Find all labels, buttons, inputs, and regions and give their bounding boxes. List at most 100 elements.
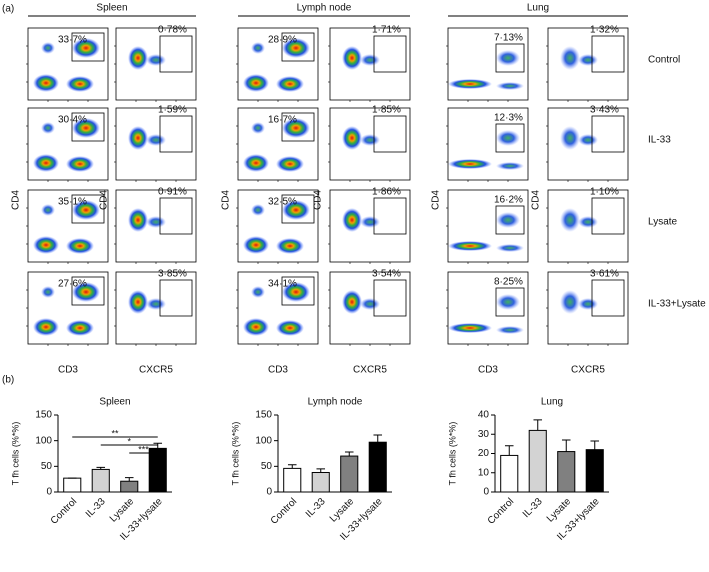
cell-cluster <box>146 298 166 310</box>
error-bar <box>287 464 297 469</box>
y-axis-label: CD4 <box>431 190 442 210</box>
cell-cluster <box>66 320 94 336</box>
bar <box>340 455 359 493</box>
gate <box>281 276 315 306</box>
cell-cluster <box>41 286 55 298</box>
error-bar <box>373 434 383 443</box>
chart-title: Spleen <box>99 397 130 408</box>
gate <box>159 115 193 153</box>
gate-percent: 1·10% <box>590 187 619 198</box>
panel-label: (b) <box>2 375 14 386</box>
gate <box>281 112 315 142</box>
bar <box>283 467 302 493</box>
cell-cluster <box>72 118 100 138</box>
cell-cluster <box>282 38 310 58</box>
gate <box>495 287 525 317</box>
gate-percent: 3·85% <box>158 269 187 280</box>
gate-percent: 33·7% <box>58 35 87 46</box>
gate-percent: 1·71% <box>372 25 401 36</box>
cell-cluster <box>342 208 362 232</box>
cell-cluster <box>33 154 59 172</box>
x-tick-label: IL-33 <box>304 496 328 520</box>
cell-cluster <box>342 126 362 150</box>
cell-cluster <box>33 236 59 254</box>
cell-cluster <box>496 294 520 310</box>
y-tick-label: 10 <box>478 467 490 478</box>
gate <box>71 32 105 62</box>
cell-cluster <box>448 241 492 251</box>
condition-label: IL-33+Lysate <box>648 299 706 310</box>
cell-cluster <box>128 46 148 70</box>
gate <box>373 197 407 235</box>
gate <box>71 194 105 224</box>
y-tick-label: 100 <box>35 435 52 446</box>
cell-cluster <box>128 208 148 232</box>
bar <box>528 429 547 493</box>
cell-cluster <box>578 54 598 66</box>
cell-cluster <box>282 118 310 138</box>
y-axis-label: CD4 <box>99 190 110 210</box>
bar <box>500 454 519 493</box>
bar <box>585 449 604 493</box>
y-tick-label: 0 <box>46 487 52 498</box>
y-tick-label: 150 <box>255 410 272 421</box>
cell-cluster <box>360 298 380 310</box>
cell-cluster <box>33 74 59 92</box>
gate-percent: 3·54% <box>372 269 401 280</box>
y-axis-label: T fh cells (%*%) <box>447 422 457 486</box>
bar <box>63 477 82 493</box>
bar <box>120 480 139 493</box>
panel-label: (a) <box>2 4 14 15</box>
y-tick-label: 150 <box>35 410 52 421</box>
cell-cluster <box>560 290 580 314</box>
significance-label: * <box>127 436 131 446</box>
condition-label: IL-33 <box>648 135 671 146</box>
gate <box>495 43 525 73</box>
condition-label: Control <box>648 55 680 66</box>
gate-percent: 0·78% <box>158 25 187 36</box>
gate <box>159 35 193 73</box>
cell-cluster <box>243 318 269 336</box>
cell-cluster <box>243 74 269 92</box>
x-axis-label: CD3 <box>268 365 288 376</box>
x-axis-label: CD3 <box>58 365 78 376</box>
x-axis-label: CXCR5 <box>353 365 387 376</box>
y-axis-label: CD4 <box>313 190 324 210</box>
error-bar <box>504 445 514 456</box>
cell-cluster <box>496 244 524 252</box>
gate-percent: 12·3% <box>494 113 523 124</box>
cell-cluster <box>496 326 524 334</box>
x-tick-label: IL-33 <box>84 496 108 520</box>
cell-cluster <box>276 156 304 172</box>
gate-percent: 1·85% <box>372 105 401 116</box>
cell-cluster <box>578 216 598 228</box>
gate-percent: 27·6% <box>58 279 87 290</box>
gate-percent: 1·32% <box>590 25 619 36</box>
cell-cluster <box>276 76 304 92</box>
y-axis-label: CD4 <box>531 190 542 210</box>
gate <box>71 276 105 306</box>
cell-cluster <box>578 134 598 146</box>
gate <box>159 279 193 317</box>
cell-cluster <box>146 54 166 66</box>
y-axis-label: T fh cells (%*%) <box>230 422 240 486</box>
cell-cluster <box>282 200 310 220</box>
gate-percent: 7·13% <box>494 33 523 44</box>
cell-cluster <box>360 216 380 228</box>
bar <box>148 447 167 493</box>
bar <box>311 471 330 493</box>
error-bar <box>316 468 326 473</box>
cell-cluster <box>276 238 304 254</box>
gate-percent: 0·91% <box>158 187 187 198</box>
cell-cluster <box>128 126 148 150</box>
chart-title: Lung <box>541 397 563 408</box>
error-bar <box>561 439 571 452</box>
cell-cluster <box>41 204 55 216</box>
gate-percent: 34·1% <box>268 279 297 290</box>
bar <box>91 468 110 493</box>
gate <box>373 115 407 153</box>
cell-cluster <box>578 298 598 310</box>
error-bar <box>344 451 354 457</box>
cell-cluster <box>496 130 520 146</box>
y-axis-label: T fh cells (%*%) <box>10 422 20 486</box>
